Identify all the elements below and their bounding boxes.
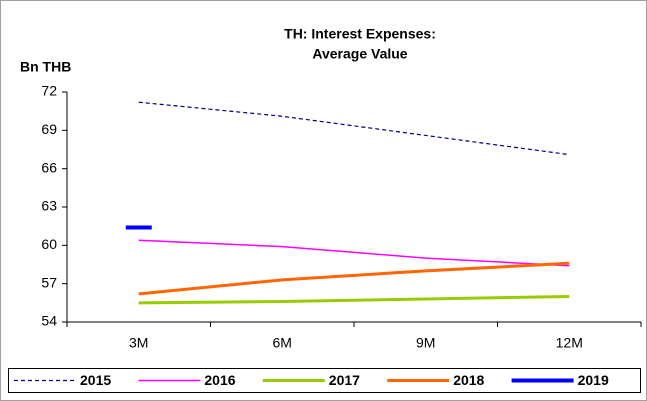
legend-label: 2018 [453,372,484,388]
y-tick-label: 57 [41,274,57,290]
x-tick-label: 12M [556,335,583,351]
y-tick-label: 54 [41,313,57,329]
x-tick-label: 9M [416,335,435,351]
legend-box [8,368,641,393]
legend-label: 2017 [329,372,360,388]
y-tick-label: 63 [41,198,57,214]
chart-title: TH: Interest Expenses: [284,26,436,42]
series-line [138,239,570,267]
legend-label: 2016 [204,372,235,388]
chart-title: Average Value [312,46,407,62]
y-tick-label: 60 [41,236,57,252]
y-tick-label: 66 [41,159,57,175]
y-axis-label: Bn THB [20,59,71,75]
series-line [138,294,570,305]
x-tick-label: 6M [273,335,292,351]
series-line [138,101,570,156]
y-tick-label: 72 [41,83,57,99]
legend-label: 2019 [578,372,609,388]
y-tick-label: 69 [41,121,57,137]
x-tick-label: 3M [129,335,148,351]
legend-label: 2015 [80,372,111,388]
series-line [138,261,570,296]
